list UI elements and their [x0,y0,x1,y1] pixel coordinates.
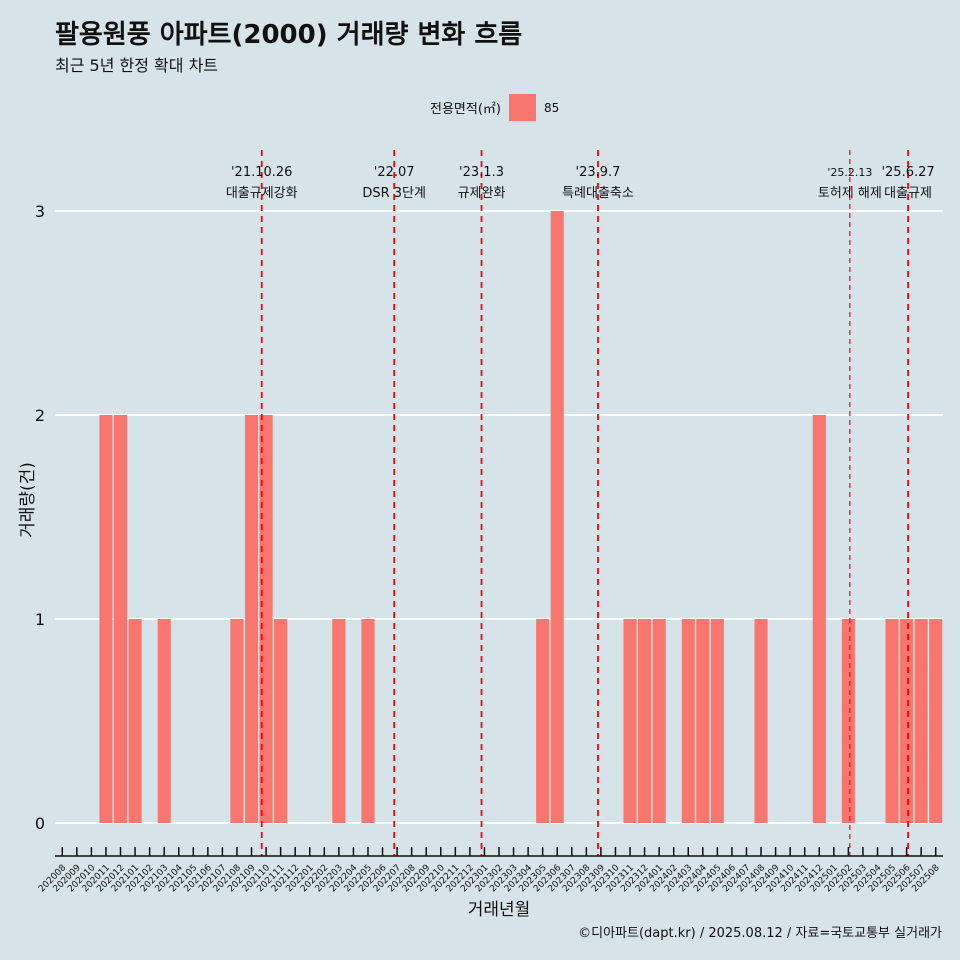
bar [638,619,652,823]
event-label: DSR 3단계 [362,186,426,201]
bar [929,619,943,823]
chart-subtitle: 최근 5년 한정 확대 차트 [55,56,219,75]
bar [536,619,550,823]
chart-title: 팔용원풍 아파트(2000) 거래량 변화 흐름 [55,20,523,50]
x-axis-title: 거래년월 [468,900,531,920]
bar [550,211,564,823]
bar [259,415,273,823]
bar [812,415,826,823]
bar [900,619,914,823]
legend-swatch [508,94,536,121]
bar [652,619,666,823]
bar [128,619,142,823]
event-label: 대출규제강화 [226,186,298,201]
event-label: 규제완화 [458,186,506,201]
source-caption: ©디아파트(dapt.kr) / 2025.08.12 / 자료=국토교통부 실… [578,926,942,941]
bar [710,619,724,823]
bar [99,415,113,823]
legend-title: 전용면적(㎡) [430,102,501,117]
bar [113,415,128,823]
bar [230,619,244,823]
event-date: '21.10.26 [231,165,292,180]
y-tick-label: 2 [35,406,45,425]
bar [754,619,768,823]
y-axis-title: 거래량(건) [18,462,38,538]
legend: 전용면적(㎡) 85 [430,94,559,121]
bar [244,415,259,823]
bar [681,619,695,823]
bar [361,619,375,823]
bar [841,619,855,823]
event-label: 대출규제 [884,186,932,201]
event-date: '23.1.3 [459,165,504,180]
legend-entry: 85 [543,100,560,115]
bar [914,619,928,823]
event-date: '22.07 [374,165,415,180]
event-label: 토허제 해제 [818,186,882,201]
bar [274,619,288,823]
bar [332,619,346,823]
bar [623,619,637,823]
bar [885,619,899,823]
y-tick-label: 0 [35,814,45,833]
y-tick-label: 3 [35,202,45,221]
event-date: '23.9.7 [576,165,621,180]
y-tick-label: 1 [35,610,45,629]
bar [696,619,710,823]
bar [157,619,171,823]
event-label: 특례대출축소 [562,186,634,201]
event-date: '25.2.13 [827,166,872,179]
event-date: '25.6.27 [881,165,934,180]
